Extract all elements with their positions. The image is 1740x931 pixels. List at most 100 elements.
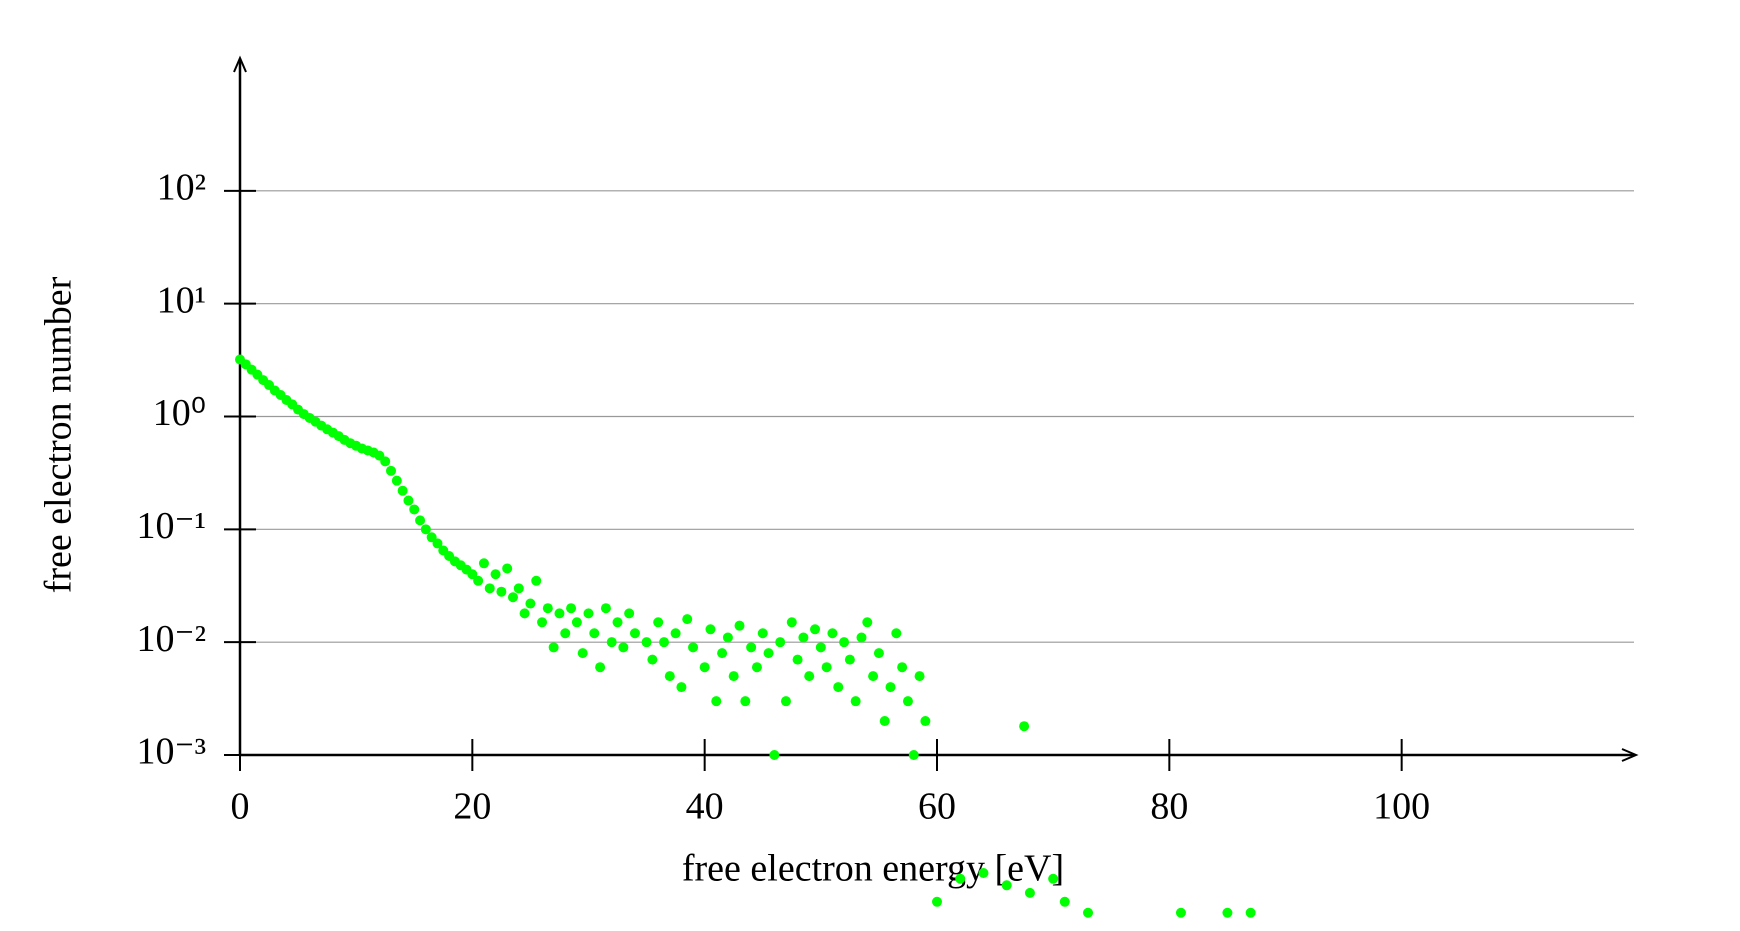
data-point (589, 628, 600, 639)
y-tick-label: 10⁻¹ (137, 505, 206, 547)
data-point (885, 682, 896, 693)
x-tick-label: 20 (453, 786, 491, 828)
data-point (496, 586, 507, 597)
data-point (624, 608, 635, 619)
data-point (868, 671, 879, 682)
data-point (728, 671, 739, 682)
data-point (473, 575, 484, 586)
data-point (403, 495, 414, 506)
data-point (722, 632, 733, 643)
data-point (873, 648, 884, 659)
y-tick-label: 10⁰ (153, 392, 206, 434)
data-point (507, 592, 518, 603)
data-point (850, 696, 861, 707)
data-point (780, 696, 791, 707)
data-point (856, 632, 867, 643)
data-point (525, 598, 536, 609)
data-point (409, 504, 420, 515)
data-point (647, 654, 658, 665)
data-point (902, 696, 913, 707)
data-point (891, 628, 902, 639)
data-point (571, 617, 582, 628)
data-point (670, 628, 681, 639)
data-point (815, 642, 826, 653)
data-point (542, 603, 553, 614)
data-point (827, 628, 838, 639)
data-point (664, 671, 675, 682)
data-point (914, 671, 925, 682)
data-point (699, 662, 710, 673)
x-tick-label: 0 (231, 786, 250, 828)
data-point (502, 563, 513, 574)
x-tick-label: 100 (1373, 786, 1430, 828)
data-point (386, 465, 397, 476)
data-point (1175, 907, 1186, 918)
data-point (391, 475, 402, 486)
x-tick-label: 40 (686, 786, 724, 828)
data-point (734, 620, 745, 631)
data-point (577, 648, 588, 659)
data-point (897, 662, 908, 673)
data-point (792, 654, 803, 665)
data-point (1059, 896, 1070, 907)
data-point (932, 896, 942, 907)
data-point (1083, 907, 1094, 918)
x-axis-arrow (1621, 748, 1639, 762)
data-point (420, 524, 431, 535)
data-point (554, 608, 565, 619)
data-point (833, 682, 844, 693)
data-point (548, 642, 559, 653)
data-point (566, 603, 577, 614)
data-point (1024, 887, 1035, 898)
data-point (821, 662, 832, 673)
data-point (618, 642, 629, 653)
data-point (879, 716, 890, 727)
data-point (612, 617, 623, 628)
data-point (688, 642, 699, 653)
data-point (641, 637, 652, 648)
data-point (629, 628, 640, 639)
data-point (583, 608, 594, 619)
data-point (955, 873, 966, 884)
y-tick-label: 10² (157, 167, 206, 209)
data-point (380, 456, 391, 467)
data-point (432, 538, 443, 549)
data-point (606, 637, 617, 648)
data-point (415, 515, 426, 526)
data-point (653, 617, 664, 628)
y-axis-title: free electron number (38, 276, 80, 593)
data-point (920, 716, 931, 727)
y-tick-label: 10⁻³ (137, 731, 206, 773)
data-point (746, 642, 757, 653)
x-tick-label: 60 (918, 786, 956, 828)
data-point (595, 662, 606, 673)
data-point (682, 614, 693, 625)
data-point (478, 558, 489, 569)
data-point (839, 637, 850, 648)
data-point (560, 628, 571, 639)
y-axis-arrow (233, 55, 247, 73)
data-point (862, 617, 873, 628)
data-point (769, 750, 780, 760)
data-point (717, 648, 728, 659)
x-axis-title: free electron energy [eV] (682, 848, 1064, 890)
data-point (397, 485, 408, 496)
data-point (1048, 873, 1059, 884)
data-point (711, 696, 722, 707)
data-point (600, 603, 611, 614)
x-tick-label: 80 (1150, 786, 1188, 828)
data-point (810, 624, 821, 635)
data-point (740, 696, 751, 707)
data-point (775, 637, 786, 648)
data-point (484, 583, 495, 594)
data-point (1245, 907, 1256, 918)
data-point (537, 617, 548, 628)
data-point (467, 569, 478, 580)
data-point (513, 583, 524, 594)
data-point (763, 648, 774, 659)
data-point (757, 628, 768, 639)
data-point (490, 569, 501, 580)
data-point (531, 575, 542, 586)
data-point (978, 867, 989, 878)
